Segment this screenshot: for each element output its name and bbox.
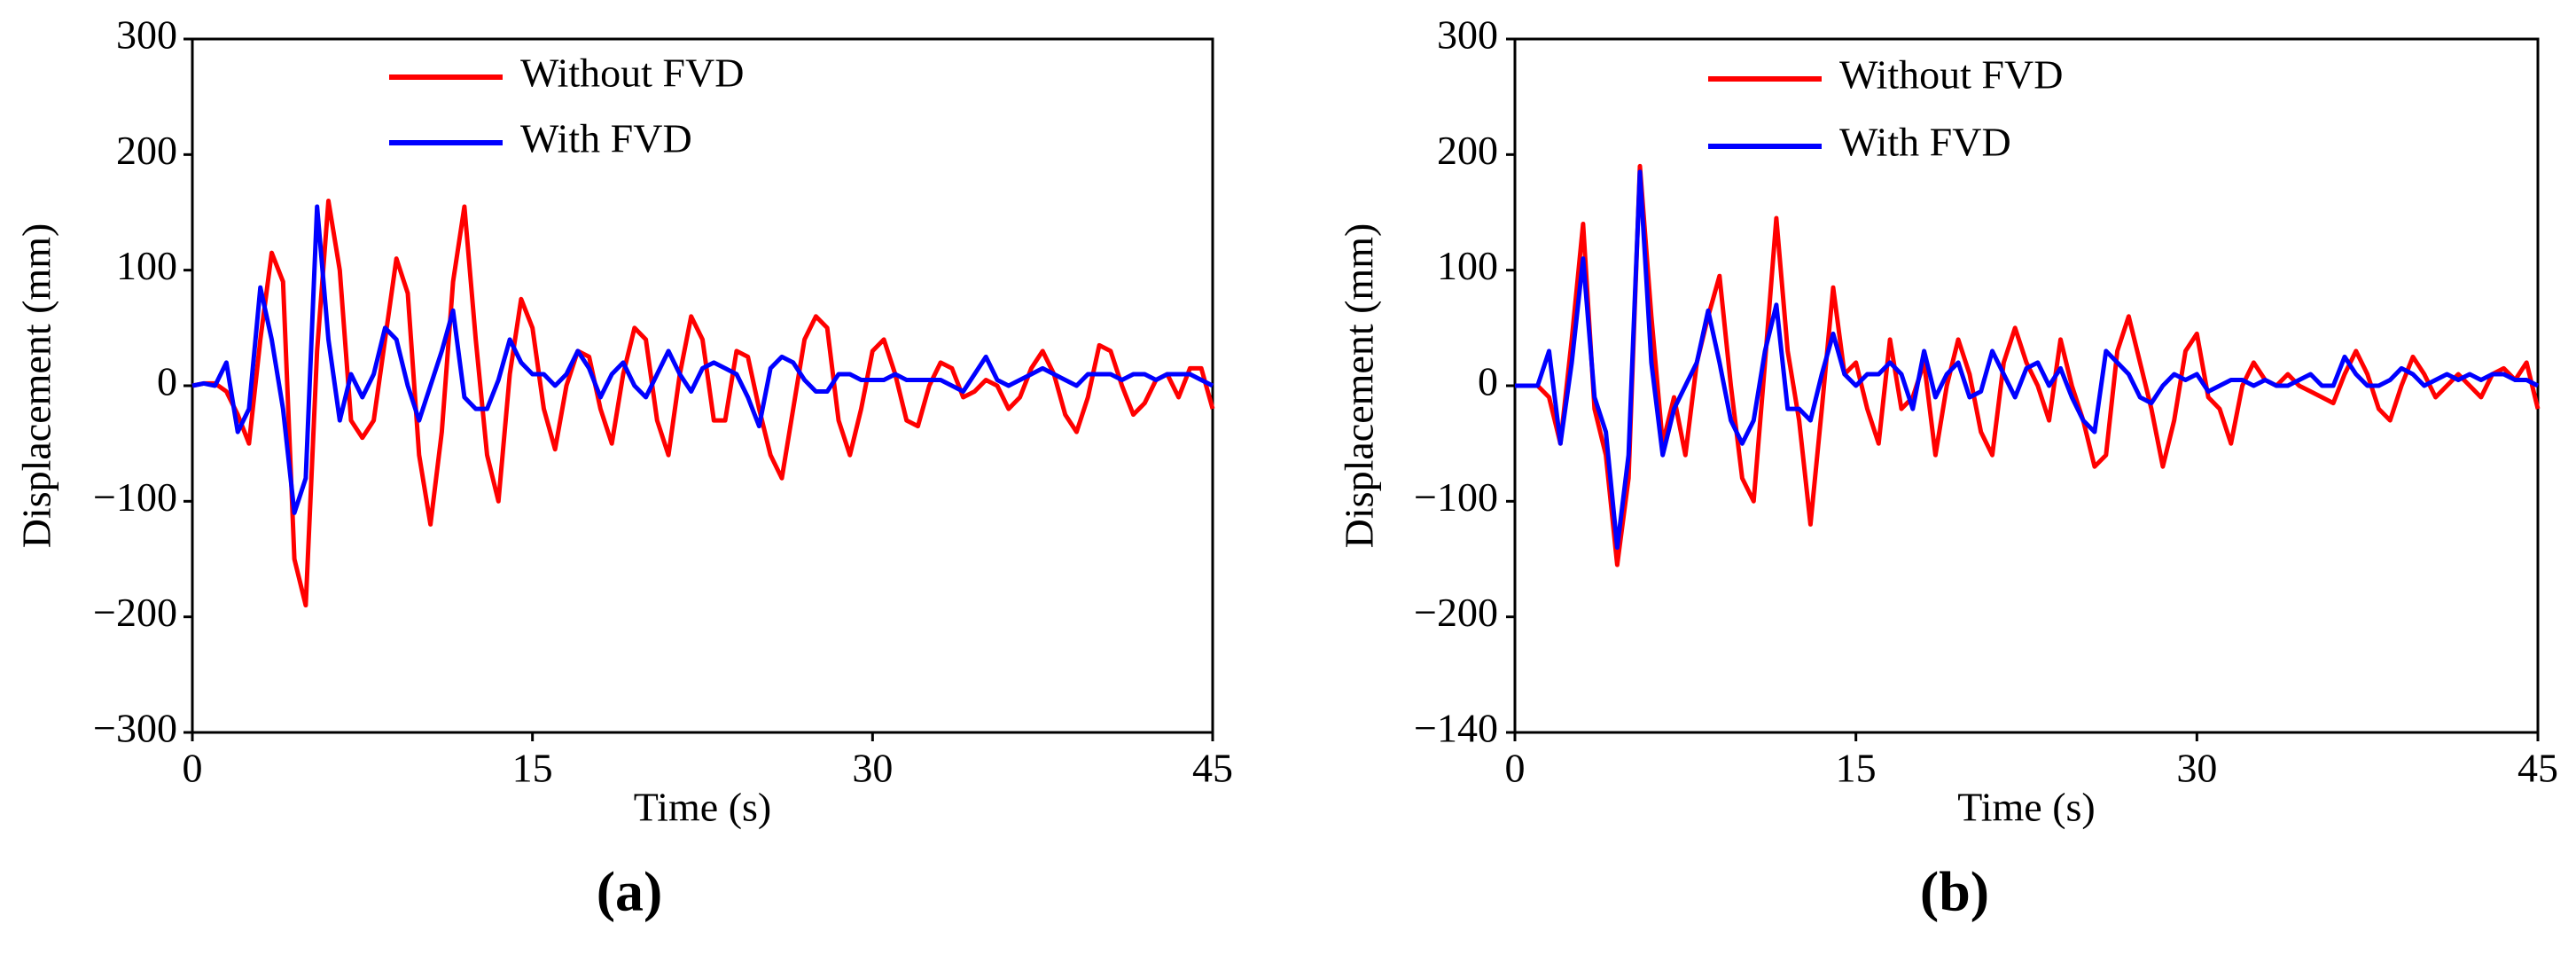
y-tick-label: −300 <box>93 706 177 751</box>
x-tick-label: 15 <box>1836 746 1877 791</box>
y-tick-label: 100 <box>1437 243 1498 288</box>
legend-label: With FVD <box>520 116 692 161</box>
legend-label: With FVD <box>1839 120 2011 165</box>
y-tick-label: −100 <box>93 474 177 520</box>
data-line <box>191 204 1214 515</box>
data-line <box>1515 163 2541 568</box>
x-tick-label: 45 <box>1192 746 1233 791</box>
y-tick-label: 0 <box>157 359 177 404</box>
y-tick-label: 300 <box>116 12 177 58</box>
x-tick-label: 45 <box>2517 746 2558 791</box>
y-tick-label: 200 <box>116 128 177 173</box>
plot-frame <box>1513 37 2540 734</box>
x-tick-label: 0 <box>183 746 203 791</box>
data-line <box>191 199 1215 608</box>
y-tick-label: 200 <box>1437 128 1498 173</box>
x-tick-label: 0 <box>1505 746 1526 791</box>
x-axis-title: Time (s) <box>634 785 772 830</box>
x-tick-label: 30 <box>2176 746 2217 791</box>
y-tick-label: −140 <box>1414 706 1498 751</box>
data-line <box>1515 169 2540 550</box>
y-tick-label: 100 <box>116 243 177 288</box>
legend-label: Without FVD <box>520 51 744 96</box>
plot-frame <box>191 37 1214 734</box>
y-axis-title: Displacement (mm) <box>1337 223 1382 549</box>
y-tick-label: 0 <box>1478 359 1498 404</box>
y-tick-label: −200 <box>1414 590 1498 635</box>
x-tick-label: 15 <box>512 746 553 791</box>
y-tick-label: −200 <box>93 590 177 635</box>
x-tick-label: 30 <box>852 746 893 791</box>
x-axis-title: Time (s) <box>1957 785 2096 830</box>
y-tick-label: −100 <box>1414 474 1498 520</box>
y-axis-title: Displacement (mm) <box>14 223 59 549</box>
caption: (b) <box>1920 860 1989 923</box>
legend-label: Without FVD <box>1839 52 2063 98</box>
y-tick-label: 300 <box>1437 12 1498 58</box>
caption: (a) <box>597 860 663 923</box>
